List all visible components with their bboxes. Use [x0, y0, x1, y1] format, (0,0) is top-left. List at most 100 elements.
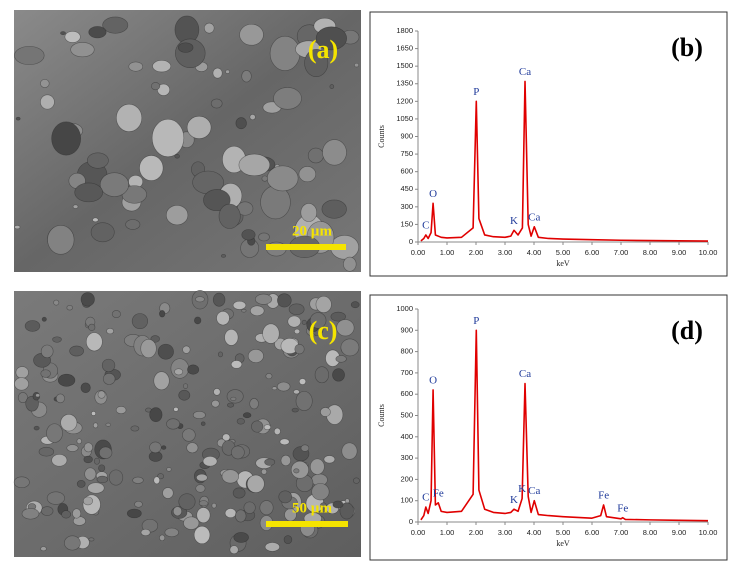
particle	[276, 381, 291, 392]
particle	[291, 407, 299, 413]
particle	[335, 355, 347, 363]
particle	[76, 480, 86, 488]
particle	[322, 139, 347, 166]
particle	[232, 487, 246, 499]
particle	[229, 545, 239, 555]
panel-label: (c)	[309, 316, 338, 345]
particle	[69, 345, 84, 357]
particle	[309, 458, 325, 475]
particle	[64, 30, 81, 43]
peak-label: O	[429, 188, 437, 200]
particle	[293, 389, 300, 395]
scale-bar-label: 50 µm	[292, 500, 332, 516]
particle	[115, 406, 127, 415]
particle	[283, 535, 293, 544]
particle	[255, 293, 273, 305]
y-tick-label: 1200	[396, 96, 413, 105]
particle	[202, 455, 218, 467]
particle	[57, 373, 76, 387]
particle	[183, 383, 189, 389]
particle	[161, 445, 167, 450]
panel-label: (a)	[308, 35, 338, 64]
particle	[24, 320, 41, 332]
particle	[40, 344, 54, 359]
particle	[203, 22, 215, 34]
particle	[265, 373, 273, 380]
particle	[178, 493, 196, 510]
particle	[273, 427, 281, 435]
y-tick-label: 800	[400, 347, 413, 356]
particle	[213, 388, 221, 396]
particle	[173, 407, 179, 412]
particle	[33, 425, 40, 431]
particle	[84, 467, 97, 481]
y-tick-label: 0	[409, 237, 413, 246]
particle	[72, 204, 79, 209]
particle	[195, 296, 205, 303]
x-tick-label: 4.00	[527, 528, 542, 537]
particle	[51, 453, 68, 467]
particle	[60, 414, 78, 432]
particle	[140, 338, 157, 359]
particle	[196, 473, 208, 482]
y-tick-label: 900	[400, 131, 413, 140]
x-tick-label: 8.00	[643, 248, 658, 257]
particle	[14, 225, 21, 230]
particle	[80, 382, 91, 394]
particle	[264, 542, 280, 552]
particle	[247, 349, 264, 363]
peak-label: Fe	[598, 489, 609, 501]
x-tick-label: 5.00	[556, 528, 571, 537]
peak-label: Ca	[519, 66, 531, 78]
particle	[83, 455, 93, 464]
particle	[139, 155, 164, 181]
particle	[217, 351, 224, 358]
particle	[232, 300, 247, 310]
particle	[88, 323, 96, 331]
particle	[15, 366, 29, 379]
particle	[153, 476, 161, 485]
peak-label: Ca	[528, 485, 540, 497]
peak-label: Fe	[433, 487, 444, 499]
panel-label: (b)	[671, 33, 703, 62]
particle	[288, 303, 305, 315]
particle	[13, 476, 30, 489]
x-tick-label: 3.00	[498, 248, 513, 257]
particle	[64, 535, 81, 551]
particle	[250, 305, 265, 317]
peak-label: Ca	[519, 368, 531, 380]
particle	[177, 42, 194, 53]
x-tick-label: 1.00	[440, 528, 455, 537]
y-tick-label: 1500	[396, 61, 413, 70]
particle	[319, 502, 327, 510]
particle	[41, 506, 54, 516]
particle	[262, 323, 280, 344]
chart-frame	[369, 11, 728, 277]
particle	[102, 16, 129, 34]
particle	[88, 26, 107, 39]
particle	[211, 502, 217, 509]
particle	[336, 319, 355, 337]
particle	[241, 229, 256, 241]
particle	[166, 418, 181, 430]
particle	[60, 31, 66, 36]
particle	[249, 398, 259, 410]
particle	[198, 500, 209, 507]
particle	[224, 508, 237, 519]
particle	[52, 336, 62, 343]
particle	[14, 377, 29, 391]
particle	[99, 172, 129, 197]
particle	[17, 392, 28, 403]
particle	[235, 117, 247, 130]
particle	[80, 292, 95, 307]
particle	[172, 506, 183, 517]
peak-label: P	[473, 315, 479, 327]
particle	[287, 315, 301, 328]
particle	[102, 373, 116, 385]
sem-image	[13, 290, 361, 557]
particle	[130, 425, 140, 432]
particle	[354, 62, 360, 68]
particle	[243, 501, 256, 514]
particle	[341, 442, 358, 460]
